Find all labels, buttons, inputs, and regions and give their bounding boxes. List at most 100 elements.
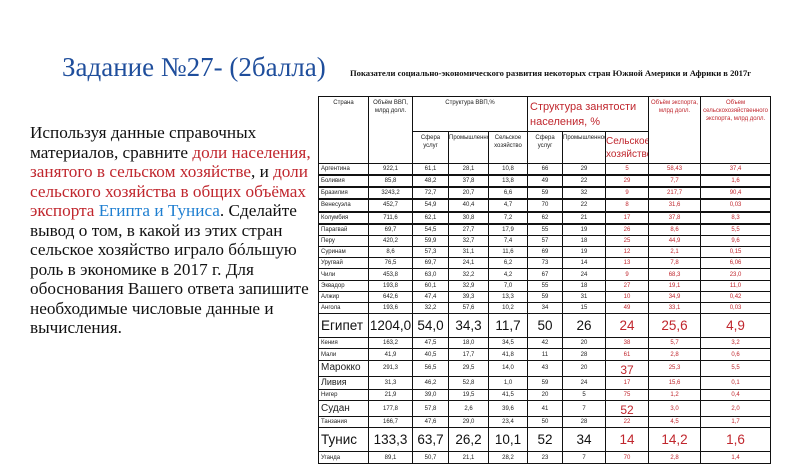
cell-emp-services: 50 <box>527 313 564 339</box>
cell-emp-industry: 20 <box>562 337 607 350</box>
cell-export: 44,9 <box>648 234 702 248</box>
cell-emp-services: 11 <box>527 348 564 361</box>
cell-agri-export: 2,0 <box>700 400 772 418</box>
table-row: Колумбия 711,6 62,1 30,8 7,2 62 21 17 37,8 8,3 <box>318 211 772 225</box>
cell-agri-export: 0,15 <box>700 246 772 259</box>
cell-emp-services: 70 <box>527 198 564 213</box>
cell-gdp-agriculture: 17,9 <box>487 223 529 236</box>
header-gdp: Объём ВВП, млрд долл. <box>368 96 413 164</box>
cell-gdp-agriculture: 13,8 <box>487 174 529 189</box>
cell-gdp-services: 63,7 <box>412 427 449 453</box>
cell-gdp-industry: 30,8 <box>448 211 489 225</box>
cell-export: 5,7 <box>648 337 702 350</box>
cell-agri-export: 23,0 <box>700 268 772 281</box>
cell-emp-agriculture: 29 <box>605 174 650 189</box>
cell-gdp-services: 56,5 <box>412 359 449 377</box>
cell-emp-services: 59 <box>527 375 564 391</box>
task-highlight-red: доли населения, занятого в сельском хозя… <box>30 142 311 182</box>
cell-emp-agriculture: 8 <box>605 198 650 213</box>
cell-gdp-services: 50,7 <box>412 451 449 464</box>
task-text-segment: Используя данные справочных материалов, … <box>30 123 257 162</box>
cell-emp-services: 59 <box>527 186 564 201</box>
cell-gdp: 31,3 <box>368 375 413 391</box>
subheader-gdp-services: Сфера услуг <box>412 130 449 164</box>
cell-emp-services: 59 <box>527 290 564 304</box>
cell-gdp-industry: 26,2 <box>448 427 489 453</box>
cell-emp-agriculture: 25 <box>605 234 650 248</box>
cell-emp-agriculture: 22 <box>605 416 650 429</box>
cell-emp-agriculture: 61 <box>605 348 650 361</box>
cell-agri-export: 0,4 <box>700 389 772 402</box>
cell-emp-agriculture: 24 <box>605 313 650 339</box>
cell-emp-industry: 29 <box>562 162 607 176</box>
cell-gdp-industry: 24,1 <box>448 257 489 270</box>
cell-emp-agriculture: 52 <box>605 400 650 418</box>
cell-emp-industry: 18 <box>562 234 607 248</box>
cell-gdp-industry: 52,8 <box>448 375 489 391</box>
cell-gdp-industry: 57,6 <box>448 302 489 315</box>
cell-gdp-services: 54,0 <box>412 313 449 339</box>
cell-gdp: 133,3 <box>368 427 413 453</box>
cell-gdp-agriculture: 4,7 <box>487 198 529 213</box>
cell-country: Уганда <box>318 451 369 464</box>
cell-emp-agriculture: 17 <box>605 211 650 225</box>
cell-country: Нигер <box>318 389 369 402</box>
cell-emp-services: 23 <box>527 451 564 464</box>
cell-emp-services: 55 <box>527 279 564 292</box>
cell-export: 1,2 <box>648 389 702 402</box>
subheader-gdp-industry: Промышленность <box>448 130 489 164</box>
cell-gdp-industry: 37,8 <box>448 174 489 189</box>
cell-gdp-services: 48,2 <box>412 174 449 189</box>
cell-export: 14,2 <box>648 427 702 453</box>
subheader-emp-industry: Промышленность <box>562 130 607 164</box>
cell-emp-services: 69 <box>527 246 564 259</box>
cell-emp-industry: 5 <box>562 389 607 402</box>
cell-emp-services: 66 <box>527 162 564 176</box>
cell-emp-industry: 19 <box>562 246 607 259</box>
cell-gdp-agriculture: 39,6 <box>487 400 529 418</box>
cell-gdp: 69,7 <box>368 223 413 236</box>
header-export: Объём экспорта, млрд долл. <box>648 96 702 164</box>
cell-gdp-services: 57,8 <box>412 400 449 418</box>
cell-gdp-services: 40,5 <box>412 348 449 361</box>
table-row: Уругвай 76,5 69,7 24,1 6,2 73 14 13 7,8 6,06 <box>318 257 772 270</box>
cell-gdp-services: 39,0 <box>412 389 449 402</box>
task-highlight-blue: Египта и Туниса <box>98 201 220 220</box>
task-text: Используя данные справочных материалов, … <box>30 123 315 338</box>
cell-emp-services: 62 <box>527 211 564 225</box>
cell-emp-agriculture: 17 <box>605 375 650 391</box>
cell-export: 3,0 <box>648 400 702 418</box>
cell-country: Суринам <box>318 246 369 259</box>
cell-export: 58,43 <box>648 162 702 176</box>
cell-gdp-services: 69,7 <box>412 257 449 270</box>
cell-gdp-services: 60,1 <box>412 279 449 292</box>
cell-export: 31,6 <box>648 198 702 213</box>
cell-gdp: 1204,0 <box>368 313 413 339</box>
cell-gdp-industry: 29,0 <box>448 416 489 429</box>
cell-gdp: 8,6 <box>368 246 413 259</box>
cell-emp-agriculture: 10 <box>605 290 650 304</box>
cell-gdp-industry: 29,5 <box>448 359 489 377</box>
table-caption: Показатели социально-экономического разв… <box>350 68 752 78</box>
cell-country: Мали <box>318 348 369 361</box>
cell-country: Парагвай <box>318 223 369 236</box>
header-country: Страна <box>318 96 369 164</box>
cell-gdp: 163,2 <box>368 337 413 350</box>
table-row: Эквадор 193,8 60,1 32,9 7,0 55 18 27 19,1 11,0 <box>318 279 772 292</box>
cell-emp-industry: 34 <box>562 427 607 453</box>
cell-gdp: 452,7 <box>368 198 413 213</box>
cell-emp-agriculture: 9 <box>605 186 650 201</box>
cell-country: Египет <box>318 313 369 339</box>
cell-export: 15,6 <box>648 375 702 391</box>
cell-agri-export: 8,3 <box>700 211 772 225</box>
cell-gdp-agriculture: 11,6 <box>487 246 529 259</box>
table-row: Перу 420,2 59,9 32,7 7,4 57 18 25 44,9 9,6 <box>318 234 772 248</box>
cell-gdp-services: 57,3 <box>412 246 449 259</box>
subheader-emp-services: Сфера услуг <box>527 130 564 164</box>
cell-emp-agriculture: 37 <box>605 359 650 377</box>
cell-agri-export: 0,03 <box>700 198 772 213</box>
cell-gdp: 76,5 <box>368 257 413 270</box>
cell-gdp-agriculture: 6,2 <box>487 257 529 270</box>
cell-export: 25,3 <box>648 359 702 377</box>
cell-gdp: 193,6 <box>368 302 413 315</box>
